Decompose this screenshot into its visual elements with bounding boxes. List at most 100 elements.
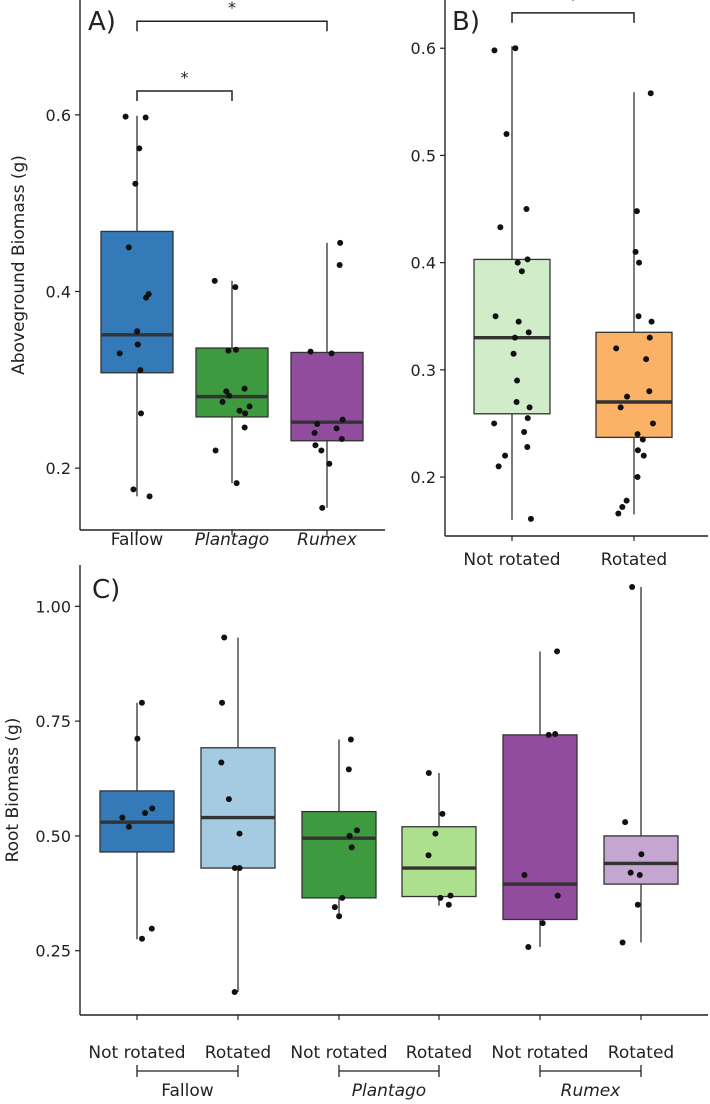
box — [200, 747, 276, 869]
data-point — [639, 436, 646, 443]
data-point — [143, 294, 150, 301]
data-point — [633, 208, 640, 215]
data-point — [447, 892, 454, 899]
data-point — [646, 388, 653, 395]
data-point — [495, 463, 502, 470]
data-point — [648, 318, 655, 325]
data-point — [526, 404, 533, 411]
data-point — [523, 206, 530, 213]
box — [301, 810, 377, 899]
data-point — [134, 735, 141, 742]
data-point — [502, 452, 509, 459]
data-point — [225, 796, 232, 803]
data-point — [119, 814, 126, 821]
data-point — [518, 268, 525, 275]
box — [100, 230, 174, 374]
group-label: Fallow — [161, 1081, 213, 1101]
data-point — [149, 805, 156, 812]
data-point — [432, 830, 439, 837]
data-point — [242, 410, 249, 417]
data-point — [236, 865, 243, 872]
data-point — [137, 367, 144, 374]
y-tick-label: 0.2 — [411, 468, 436, 487]
data-point — [634, 431, 641, 438]
x-tick-label: Not rotated — [491, 1043, 588, 1063]
data-point — [643, 356, 650, 363]
data-point — [425, 852, 432, 859]
group-bracket — [136, 1065, 239, 1077]
data-point — [346, 832, 353, 839]
data-point — [347, 736, 354, 743]
data-point — [223, 388, 230, 395]
data-point — [246, 403, 253, 410]
data-point — [139, 935, 146, 942]
data-point — [632, 248, 639, 255]
data-point — [636, 871, 643, 878]
data-point — [552, 730, 559, 737]
data-point — [337, 239, 344, 246]
y-tick-label: 0.50 — [35, 827, 71, 846]
significance-bracket — [136, 90, 233, 101]
data-point — [225, 347, 232, 354]
data-point — [338, 436, 345, 443]
data-point — [125, 823, 132, 830]
data-point — [634, 474, 641, 481]
box — [502, 734, 578, 921]
data-point — [219, 398, 226, 405]
data-point — [326, 460, 333, 467]
data-point — [634, 447, 641, 454]
data-point — [233, 346, 240, 353]
data-point — [613, 345, 620, 352]
data-point — [634, 901, 641, 908]
y-tick-label: 0.75 — [35, 712, 71, 731]
data-point — [491, 47, 498, 54]
data-point — [514, 259, 521, 266]
data-point — [524, 256, 531, 263]
data-point — [521, 871, 528, 878]
data-point — [311, 429, 318, 436]
data-point — [513, 399, 520, 405]
significance-star: * — [569, 0, 577, 9]
data-point — [525, 329, 532, 336]
data-point — [232, 284, 239, 291]
data-point — [122, 113, 129, 120]
data-point — [233, 480, 240, 487]
data-point — [647, 90, 654, 97]
data-point — [554, 648, 561, 655]
x-tick-label: Rotated — [601, 550, 667, 570]
data-point — [353, 827, 360, 834]
x-tick-label: Rotated — [205, 1043, 271, 1063]
y-tick-label: 0.6 — [411, 39, 436, 58]
data-point — [130, 486, 137, 493]
data-point — [627, 869, 634, 876]
data-point — [236, 407, 243, 414]
data-point — [439, 810, 446, 817]
data-point — [226, 392, 233, 399]
data-point — [336, 913, 343, 920]
data-point — [241, 385, 248, 392]
data-point — [339, 894, 346, 901]
x-tick-label: Not rotated — [463, 550, 560, 570]
data-point — [640, 452, 647, 459]
data-point — [510, 350, 517, 357]
panel-label: B) — [452, 7, 480, 37]
panel-label: C) — [92, 575, 120, 605]
data-point — [146, 493, 153, 500]
data-point — [512, 45, 519, 52]
data-point — [218, 759, 225, 766]
data-point — [514, 377, 521, 384]
data-point — [136, 145, 143, 152]
box — [290, 351, 364, 442]
data-point — [525, 944, 532, 951]
data-point — [134, 328, 141, 335]
data-point — [554, 892, 561, 899]
data-point — [134, 341, 141, 348]
group-bracket — [338, 1065, 440, 1077]
data-point — [125, 244, 132, 251]
data-point — [138, 699, 145, 706]
data-point — [497, 224, 504, 231]
data-point — [328, 350, 335, 357]
significance-star: * — [228, 0, 236, 17]
y-tick-label: 0.5 — [411, 146, 436, 165]
